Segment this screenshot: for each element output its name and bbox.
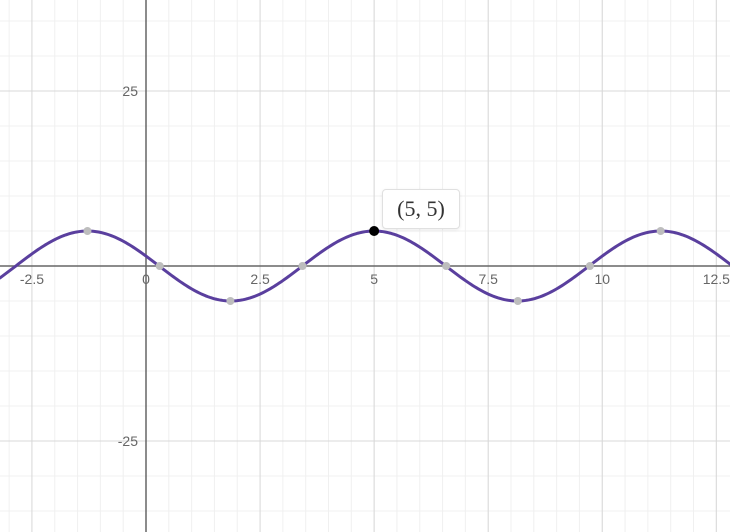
- y-tick-label: -25: [118, 433, 138, 449]
- x-tick-label: 5: [370, 271, 378, 287]
- graph-viewport[interactable]: -2.5 0 2.5 5 7.5 10 12.5 25 -25 (5, 5): [0, 0, 730, 532]
- y-tick-label: 25: [122, 83, 138, 99]
- curve-point[interactable]: [657, 227, 665, 235]
- x-tick-label: 2.5: [250, 271, 270, 287]
- x-tick-label: 7.5: [478, 271, 498, 287]
- point-tooltip: (5, 5): [382, 189, 460, 229]
- chart-svg[interactable]: -2.5 0 2.5 5 7.5 10 12.5 25 -25: [0, 0, 730, 532]
- highlight-point[interactable]: [369, 226, 379, 236]
- tooltip-text: (5, 5): [397, 196, 445, 221]
- x-tick-label: -2.5: [20, 271, 44, 287]
- x-tick-label: 0: [142, 271, 150, 287]
- curve-point[interactable]: [298, 262, 306, 270]
- x-tick-label: 10: [594, 271, 610, 287]
- curve-point[interactable]: [586, 262, 594, 270]
- x-tick-label: 12.5: [703, 271, 730, 287]
- curve-point[interactable]: [83, 227, 91, 235]
- curve-point[interactable]: [226, 297, 234, 305]
- curve-point[interactable]: [156, 262, 164, 270]
- curve-point[interactable]: [514, 297, 522, 305]
- curve-point[interactable]: [442, 262, 450, 270]
